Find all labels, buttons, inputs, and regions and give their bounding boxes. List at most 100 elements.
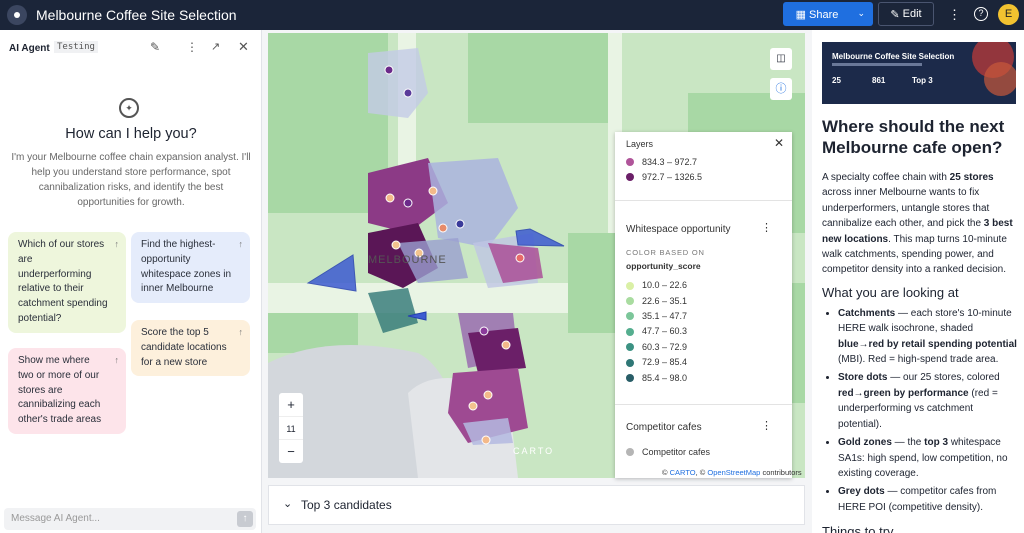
panel-toggle[interactable]: ◫ (770, 48, 792, 70)
top-bar: Melbourne Coffee Site Selection ▦ Share ⌄… (0, 0, 1024, 30)
story-heading: Where should the next Melbourne cafe ope… (822, 117, 1005, 157)
legend-label: 72.9 – 85.4 (642, 357, 688, 368)
candidates-panel[interactable]: ⌄ Top 3 candidates (268, 485, 805, 525)
legend-item: 35.1 – 47.7 (626, 309, 687, 324)
edit-button[interactable]: ✎ Edit (878, 2, 934, 26)
help-button[interactable]: ? (974, 7, 988, 21)
agent-title: AI Agent (9, 43, 50, 54)
thumb-stat: 861 (872, 76, 886, 85)
text: (MBI). Red = high-spend trade area. (838, 354, 999, 366)
text: — our 25 stores, colored (887, 372, 1000, 384)
story-subheading: What you are looking at (822, 284, 959, 300)
legend-item: 85.4 – 98.0 (626, 370, 687, 385)
story-body: A specialty coffee chain with 25 stores … (822, 170, 1018, 533)
agent-panel: AI Agent Testing ✎ ⋮ ↗ ✕ ✦ How can I hel… (0, 30, 262, 533)
close-icon[interactable]: ✕ (238, 39, 249, 54)
text: — competitor cafes from HERE POI (compet… (838, 486, 997, 513)
legend-swatch (626, 172, 634, 181)
carto-link[interactable]: CARTO (669, 468, 696, 477)
legend-label: 47.7 – 60.3 (642, 326, 688, 337)
bold-text: top 3 (924, 437, 949, 449)
suggestion-text: Score the top 5 candidate locations for … (141, 327, 227, 368)
logo[interactable] (7, 5, 27, 25)
legend-swatch (626, 358, 634, 367)
sparkle-icon: ✦ (119, 98, 139, 118)
suggestion-text: Which of our stores are underperforming … (18, 239, 108, 324)
text: — each store's 10-minute HERE walk isoch… (838, 307, 1012, 335)
agent-heading: How can I help you? (65, 126, 197, 142)
competitor-title: Competitor cafes (626, 422, 702, 433)
bullet: Grey dots — competitor cafes from HERE P… (838, 484, 1018, 515)
text: (red = underperforming vs catchment pote… (838, 387, 998, 430)
bold-text: red→green by performance (838, 387, 969, 399)
gold-zone (306, 254, 357, 292)
legend-swatch (626, 157, 634, 166)
expand-icon[interactable]: ↗ (211, 41, 221, 53)
attribution: © CARTO, © OpenStreetMap contributors (662, 468, 802, 477)
edit-icon[interactable]: ✎ (150, 40, 161, 54)
suggestion-card[interactable]: Find the highest-opportunity whitespace … (131, 232, 250, 304)
legend-label: 85.4 – 98.0 (642, 372, 688, 383)
candidates-title: Top 3 candidates (301, 498, 392, 512)
legend-item: 10.0 – 22.6 (626, 278, 687, 293)
competitor-menu[interactable]: ⋮ (761, 420, 772, 432)
legend-label: 60.3 – 72.9 (642, 341, 688, 352)
info-button[interactable]: ⓘ (770, 78, 792, 100)
avatar[interactable]: E (998, 4, 1019, 25)
text: across inner Melbourne wants to fix unde… (822, 187, 990, 230)
legend-item: 972.7 – 1326.5 (626, 169, 702, 184)
bold-text: 25 stores (949, 172, 994, 183)
map-canvas: MELBOURNE CARTO (268, 33, 805, 478)
legend-swatch (626, 312, 634, 321)
story-panel: Melbourne Coffee Site Selection 25 861 Top… (812, 30, 1024, 533)
gold-zone (515, 228, 565, 247)
bold-text: Store dots (838, 372, 888, 384)
layers-close[interactable]: ✕ (773, 136, 784, 150)
whitespace-title: Whitespace opportunity (626, 224, 731, 235)
suggestion-card[interactable]: Which of our stores are underperforming … (8, 232, 126, 333)
store-dots (384, 65, 525, 445)
whitespace-menu[interactable]: ⋮ (761, 222, 772, 234)
bold-text: Gold zones (838, 437, 892, 449)
bold-text: Catchments (838, 307, 896, 319)
zoom-out[interactable]: − (287, 444, 295, 459)
legend-item: 834.3 – 972.7 (626, 154, 702, 169)
share-button[interactable]: ▦ Share ⌄ (783, 2, 873, 26)
text: whitespace SA1s: high spend, low competi… (838, 437, 1008, 479)
legend-swatch (626, 281, 634, 290)
legend-label: 22.6 – 35.1 (642, 295, 688, 306)
zoom-level: 11 (279, 416, 303, 440)
suggestion-card[interactable]: Show me where two or more of our stores … (8, 348, 126, 434)
arrow-icon: ↑ (114, 355, 120, 365)
arrow-icon: ↑ (238, 239, 244, 249)
bold-text: Grey dots (838, 486, 885, 498)
osm-link[interactable]: OpenStreetMap (707, 468, 761, 477)
bold-text: 3 best new locations (822, 218, 1013, 245)
arrow-icon: ↑ (114, 239, 120, 249)
bullet: Gold zones — the top 3 whitespace SA1s: … (838, 435, 1018, 481)
menu-icon[interactable]: ⋮ (186, 40, 198, 54)
agent-badge: Testing (54, 41, 98, 53)
edit-label: Edit (902, 8, 922, 20)
story-thumbnail: Melbourne Coffee Site Selection 25 861 Top… (822, 42, 1016, 104)
message-input[interactable]: Message AI Agent... ↑ (4, 508, 256, 530)
zoom-in[interactable]: + (287, 397, 295, 412)
legend-label: Competitor cafes (642, 447, 711, 458)
suggestion-card[interactable]: Score the top 5 candidate locations for … (131, 320, 250, 377)
attribution-prefix: © (662, 468, 668, 477)
suggestion-text: Show me where two or more of our stores … (18, 355, 102, 426)
map-title: Melbourne Coffee Site Selection (36, 7, 237, 23)
legend-swatch (626, 297, 634, 306)
text: — the (891, 437, 925, 449)
chevron[interactable]: ⌄ (283, 498, 293, 510)
legend-swatch (626, 327, 634, 336)
legend-item: 60.3 – 72.9 (626, 340, 687, 355)
legend-item: 47.7 – 60.3 (626, 324, 687, 339)
input-placeholder: Message AI Agent... (11, 513, 100, 524)
catchments (368, 48, 543, 445)
more-menu[interactable]: ⋮ (948, 7, 961, 22)
thumb-stat: 25 (832, 76, 841, 85)
gold-zone (407, 311, 427, 321)
send-button[interactable]: ↑ (237, 511, 253, 527)
